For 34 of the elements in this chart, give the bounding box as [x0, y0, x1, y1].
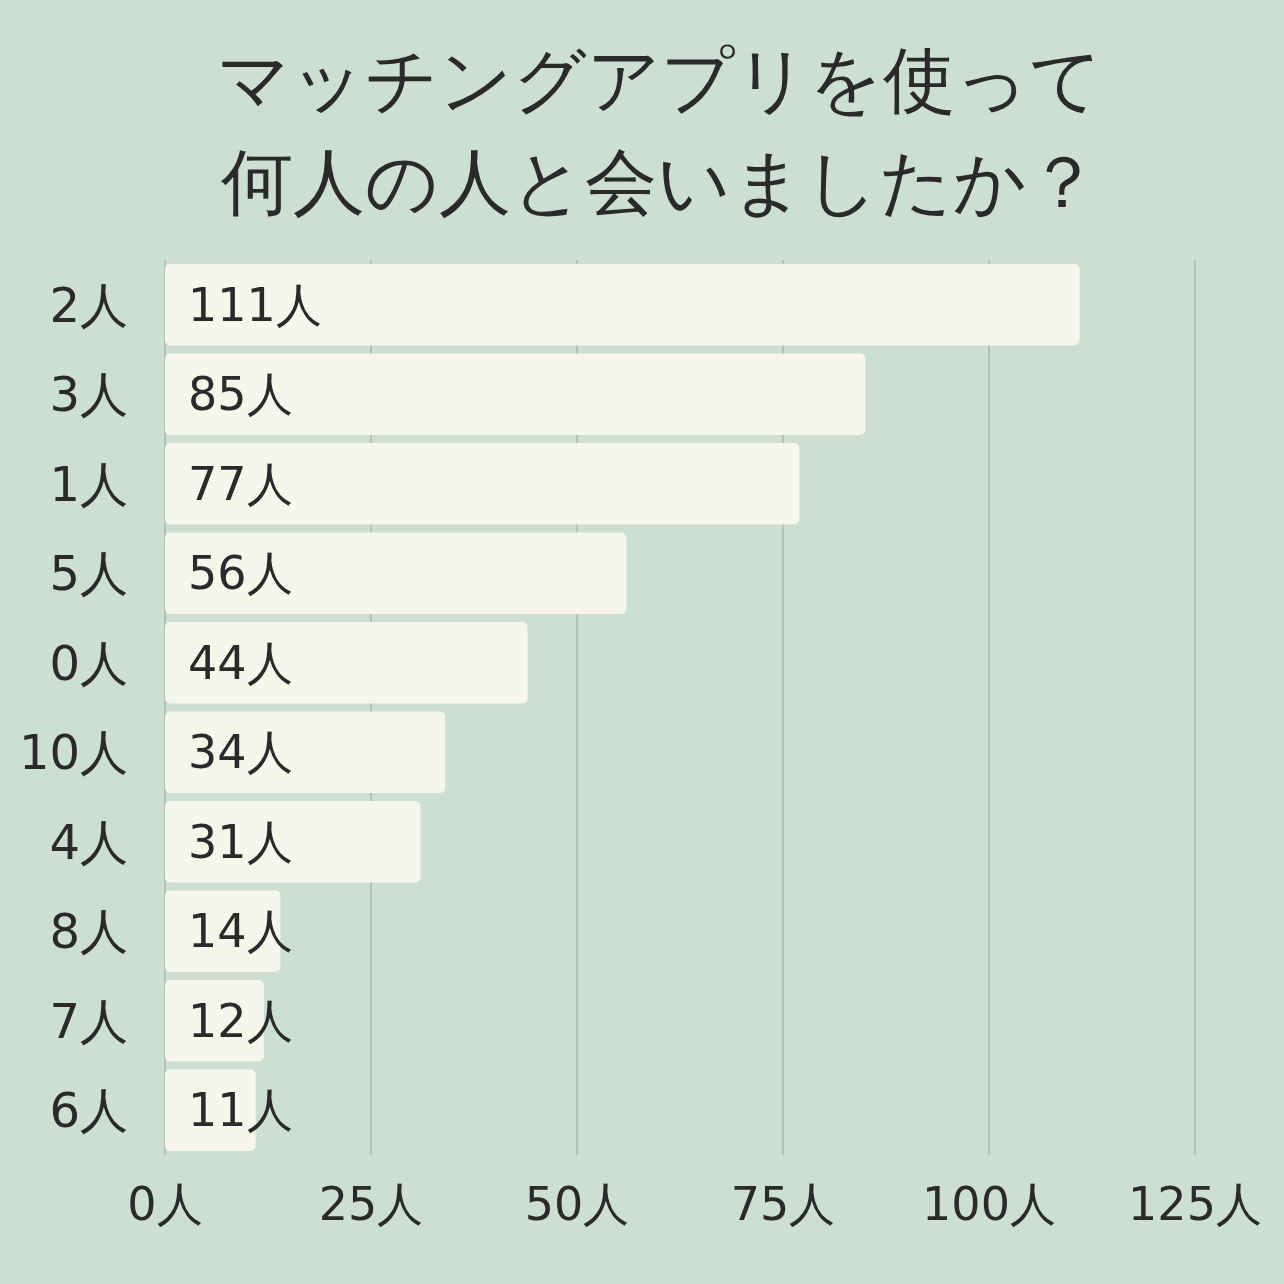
- data-label: 85人: [188, 367, 293, 422]
- bar: [165, 801, 421, 883]
- data-label: 77人: [188, 456, 293, 511]
- data-label: 11人: [188, 1083, 293, 1138]
- x-tick-label: 125人: [1128, 1177, 1262, 1231]
- data-label: 44人: [188, 635, 293, 690]
- bar: [165, 264, 1080, 346]
- data-label: 111人: [188, 277, 322, 332]
- y-tick-label: 5人: [49, 545, 128, 602]
- x-tick-label: 100人: [922, 1177, 1056, 1231]
- data-label: 34人: [188, 725, 293, 780]
- y-tick-label: 10人: [18, 724, 128, 781]
- x-tick-label: 50人: [524, 1177, 630, 1231]
- y-tick-label: 7人: [49, 992, 128, 1049]
- chart-title: マッチングアプリを使って何人の人と会いましたか？: [217, 38, 1103, 224]
- data-label: 56人: [188, 546, 293, 601]
- y-tick-label: 4人: [49, 813, 128, 870]
- x-tick-label: 0人: [127, 1177, 203, 1231]
- y-tick-label: 0人: [49, 634, 128, 691]
- bar: [165, 532, 627, 614]
- bar: [165, 711, 446, 793]
- data-label: 14人: [188, 904, 293, 959]
- bar: [165, 353, 866, 435]
- y-tick-label: 8人: [49, 903, 128, 960]
- y-tick-label: 1人: [49, 455, 128, 512]
- y-tick-label: 2人: [49, 276, 128, 333]
- x-tick-label: 25人: [318, 1177, 424, 1231]
- data-label: 31人: [188, 814, 293, 869]
- bar: [165, 443, 800, 525]
- bar: [165, 622, 528, 704]
- y-tick-label: 6人: [49, 1082, 128, 1139]
- x-tick-label: 75人: [730, 1177, 836, 1231]
- data-label: 12人: [188, 993, 293, 1048]
- y-tick-label: 3人: [49, 366, 128, 423]
